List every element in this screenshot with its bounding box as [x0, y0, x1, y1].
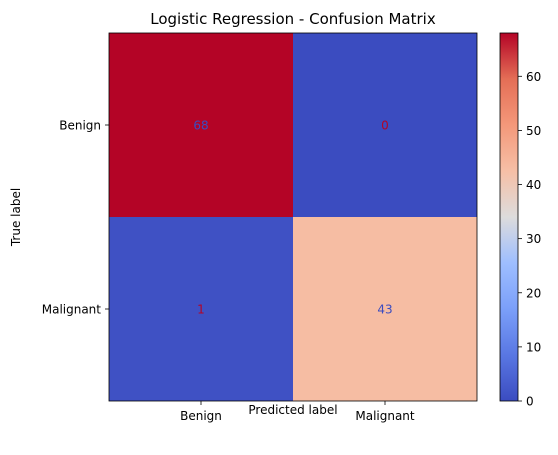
- plot-frame: [108, 32, 478, 402]
- matrix-cell: [109, 217, 293, 401]
- cell-value-label: 43: [377, 303, 392, 317]
- x-tick-label: Benign: [180, 409, 222, 423]
- x-axis-ticks: Benign Malignant: [180, 401, 415, 423]
- chart-title: Logistic Regression - Confusion Matrix: [150, 10, 436, 28]
- colorbar-tick-label: 20: [526, 286, 541, 300]
- y-axis-label: True label: [9, 188, 23, 247]
- colorbar-tick-label: 0: [526, 395, 534, 409]
- matrix-cells: [109, 33, 477, 401]
- matrix-cell: [109, 33, 293, 217]
- colorbar-tick-label: 10: [526, 340, 541, 354]
- colorbar-ticks: 0 10 20 30 40 50 60: [518, 70, 541, 409]
- colorbar-tick-label: 60: [526, 70, 541, 84]
- colorbar-tick-label: 50: [526, 124, 541, 138]
- x-tick-label: Malignant: [355, 409, 415, 423]
- cell-value-label: 0: [381, 119, 389, 133]
- y-tick-label: Benign: [59, 119, 101, 133]
- cell-value-label: 68: [193, 119, 208, 133]
- cell-annotations: 68 0 1 43: [193, 119, 392, 317]
- y-tick-label: Malignant: [42, 303, 102, 317]
- colorbar-tick-label: 40: [526, 178, 541, 192]
- colorbar: [499, 32, 519, 402]
- matrix-cell: [293, 33, 477, 217]
- x-axis-label: Predicted label: [248, 403, 337, 417]
- cell-value-label: 1: [197, 303, 205, 317]
- matrix-cell: [293, 217, 477, 401]
- colorbar-tick-label: 30: [526, 232, 541, 246]
- y-axis-ticks: Benign Malignant: [42, 119, 109, 317]
